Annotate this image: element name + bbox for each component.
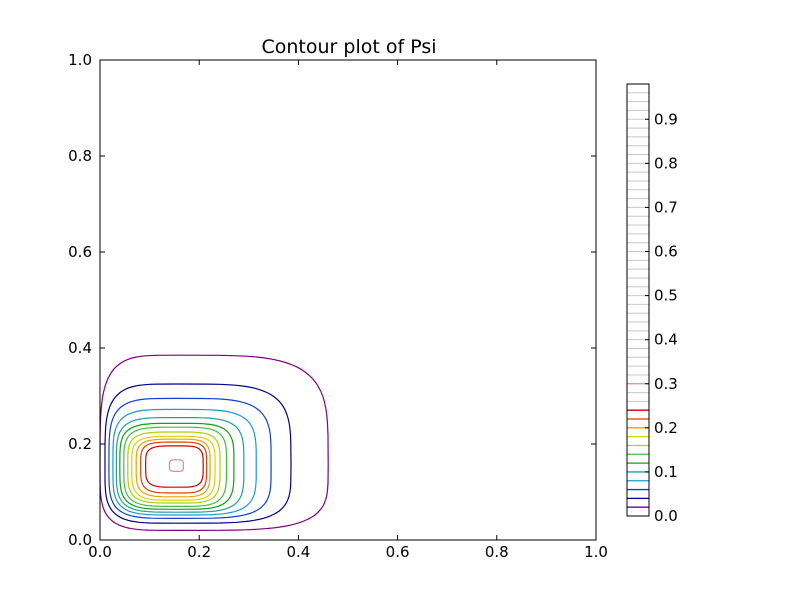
x-tick-label: 0.4	[286, 543, 310, 561]
x-tick-label: 0.8	[485, 543, 509, 561]
y-axis-ticks: 0.0 0.2 0.4 0.6 0.8 1.0	[68, 51, 596, 549]
contour-level-11	[144, 445, 204, 488]
colorbar-tick-label: 0.9	[654, 110, 678, 128]
colorbar: 0.0 0.1 0.2 0.3 0.4 0.5 0.6 0.7 0.8 0.9	[626, 83, 678, 525]
contour-level-8	[131, 435, 216, 501]
contour-level-4	[115, 417, 245, 513]
y-tick-label: 0.4	[68, 339, 92, 357]
contour-level-10	[140, 441, 208, 494]
y-tick-label: 1.0	[68, 51, 92, 69]
contour-level-9	[135, 438, 211, 498]
chart-title: Contour plot of Psi	[261, 36, 436, 58]
x-axis-ticks: 0.0 0.2 0.4 0.6 0.8 1.0	[88, 60, 608, 561]
colorbar-tick-label: 0.5	[654, 287, 678, 305]
x-tick-label: 1.0	[584, 543, 608, 561]
contour-lines	[99, 354, 329, 532]
contour-level-2	[108, 397, 272, 520]
x-tick-label: 0.2	[187, 543, 211, 561]
colorbar-tick-label: 0.7	[654, 198, 678, 216]
colorbar-frame	[626, 83, 650, 517]
x-tick-label: 0.0	[88, 543, 112, 561]
y-tick-label: 0.0	[68, 531, 92, 549]
contour-level-6	[123, 426, 228, 507]
x-tick-label: 0.6	[386, 543, 410, 561]
colorbar-tick-label: 0.1	[654, 463, 678, 481]
colorbar-tick-label: 0.0	[654, 507, 678, 525]
y-tick-label: 0.8	[68, 147, 92, 165]
colorbar-tick-label: 0.4	[654, 331, 678, 349]
contour-level-3	[112, 408, 257, 516]
contour-level-12	[168, 459, 184, 472]
contour-level-1	[104, 383, 292, 524]
colorbar-tick-label: 0.3	[654, 375, 678, 393]
colorbar-tick-label: 0.2	[654, 419, 678, 437]
colorbar-tick-label: 0.8	[654, 154, 678, 172]
y-tick-label: 0.2	[68, 435, 92, 453]
plot-frame	[99, 59, 597, 541]
colorbar-ticks: 0.0 0.1 0.2 0.3 0.4 0.5 0.6 0.7 0.8 0.9	[645, 110, 678, 525]
colorbar-tick-label: 0.6	[654, 243, 678, 261]
contour-level-0	[99, 354, 329, 532]
contour-level-5	[119, 422, 235, 510]
y-tick-label: 0.6	[68, 243, 92, 261]
contour-level-7	[127, 431, 221, 504]
colorbar-background	[627, 84, 649, 516]
